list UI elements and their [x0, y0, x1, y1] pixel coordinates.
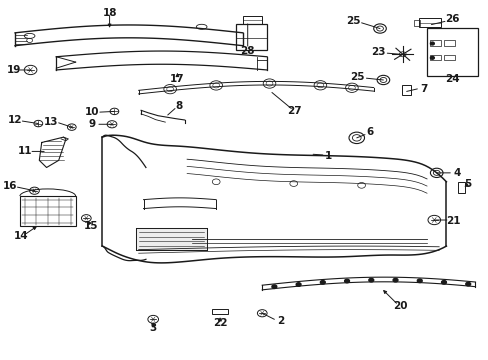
Circle shape — [344, 279, 349, 283]
Text: 9: 9 — [88, 119, 95, 129]
Circle shape — [416, 279, 421, 283]
Text: 5: 5 — [464, 179, 471, 189]
Text: 15: 15 — [84, 221, 98, 231]
Text: 2: 2 — [277, 316, 284, 326]
Circle shape — [368, 278, 373, 282]
Bar — [413, 20, 419, 26]
Bar — [402, 85, 410, 95]
Text: 8: 8 — [175, 102, 182, 111]
Bar — [243, 16, 262, 24]
Text: 10: 10 — [84, 107, 99, 117]
Text: 21: 21 — [446, 216, 460, 226]
Text: 4: 4 — [452, 168, 460, 178]
Bar — [418, 18, 440, 27]
Bar — [426, 28, 477, 76]
Circle shape — [320, 280, 325, 284]
Circle shape — [465, 282, 469, 286]
Text: 12: 12 — [8, 115, 22, 125]
Text: 11: 11 — [18, 147, 32, 157]
Bar — [235, 24, 266, 50]
Text: 28: 28 — [240, 46, 254, 56]
Circle shape — [441, 280, 446, 284]
Text: 16: 16 — [3, 181, 18, 191]
Text: 24: 24 — [445, 74, 459, 84]
Circle shape — [271, 285, 276, 288]
Circle shape — [429, 57, 433, 59]
Text: 19: 19 — [6, 65, 21, 75]
Bar — [20, 196, 76, 226]
Bar — [457, 182, 465, 193]
Text: 3: 3 — [149, 323, 157, 333]
Bar — [212, 309, 227, 314]
Circle shape — [429, 42, 433, 45]
Text: 25: 25 — [346, 16, 360, 26]
Bar — [429, 40, 440, 46]
Bar — [443, 55, 454, 60]
Text: 1: 1 — [325, 151, 331, 161]
Text: 18: 18 — [102, 8, 117, 18]
Text: 14: 14 — [14, 231, 29, 241]
Bar — [443, 40, 454, 46]
Text: 7: 7 — [419, 84, 427, 94]
Bar — [429, 55, 440, 60]
Circle shape — [296, 283, 301, 286]
Text: 6: 6 — [366, 127, 373, 137]
Text: 25: 25 — [350, 72, 364, 82]
Text: 17: 17 — [170, 74, 184, 84]
Circle shape — [392, 278, 397, 282]
Text: 22: 22 — [212, 318, 227, 328]
Text: 20: 20 — [392, 301, 407, 311]
Text: 23: 23 — [370, 47, 385, 57]
Text: 26: 26 — [445, 14, 459, 24]
Text: 13: 13 — [44, 117, 59, 127]
Text: 27: 27 — [287, 106, 302, 116]
